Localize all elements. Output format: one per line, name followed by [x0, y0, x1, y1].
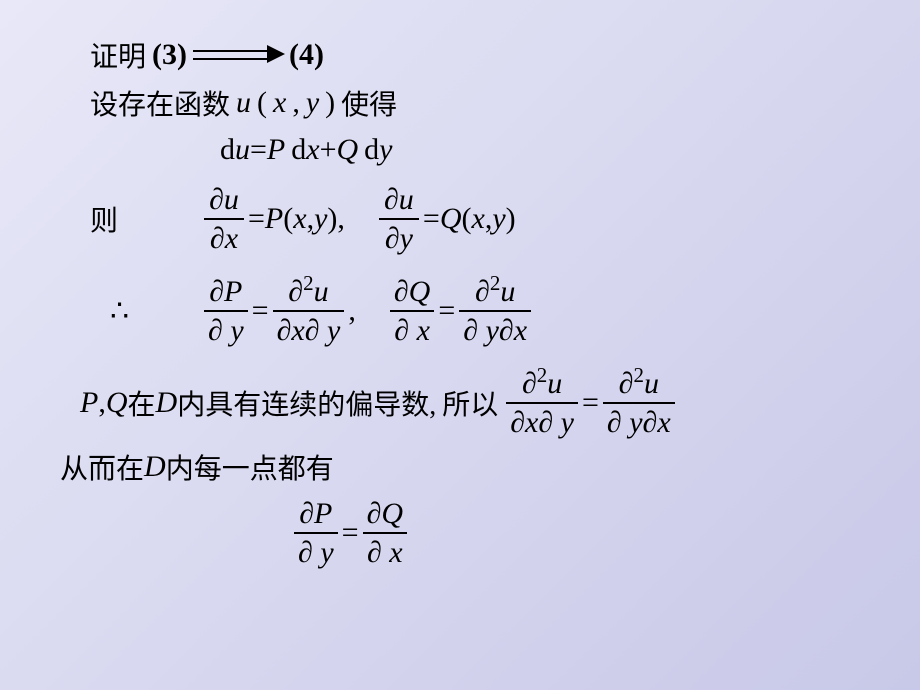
assumption-text-1: 设存在函数 — [90, 83, 230, 123]
Q-xy: Q — [440, 202, 462, 236]
therefore-line: ∴ ∂P ∂ y = ∂2u ∂x∂ y , ∂Q ∂ x — [90, 273, 920, 349]
equals-1: = — [250, 133, 267, 167]
equals-3b: = — [438, 294, 455, 328]
frac-dQ-dx-final: ∂Q ∂ x — [363, 495, 408, 571]
continuity-line: P , Q 在 D 内具有连续的偏导数, 所以 ∂2u ∂x∂ y = ∂2u … — [80, 365, 920, 441]
then-label: 则 — [90, 199, 200, 239]
num-d2u-3b: ∂2u — [471, 273, 519, 310]
math-close-paren: ) — [325, 86, 335, 120]
comma-3a: , — [348, 294, 356, 328]
partial-Q-x: ∂Q ∂ x = ∂2u ∂ y∂x — [386, 273, 535, 349]
mixed-partials-eq: ∂2u ∂x∂ y = ∂2u ∂ y∂x — [502, 365, 678, 441]
continuity-text: 内具有连续的偏导数, — [177, 383, 436, 423]
hence-line: 从而在 D 内每一点都有 — [60, 447, 920, 487]
x-2b: x — [472, 202, 485, 236]
comma-pq: , — [98, 386, 106, 420]
y-2a: y — [314, 202, 327, 236]
diff-x: x — [306, 133, 319, 167]
den-dx-5: ∂ x — [363, 534, 407, 571]
D-sym-1: D — [156, 386, 178, 420]
P-xy: P — [265, 202, 283, 236]
diff-y: y — [379, 133, 392, 167]
equals-2b: = — [423, 202, 440, 236]
plus-1: + — [320, 133, 337, 167]
proof-label: 证明 — [90, 35, 146, 75]
den-dx-3b: ∂ x — [390, 312, 434, 349]
num-dQ-5: ∂Q — [363, 495, 408, 532]
den-dy-3a: ∂ y — [204, 312, 248, 349]
num-dP-5: ∂P — [295, 495, 336, 532]
x-2a: x — [293, 202, 306, 236]
equals-3a: = — [252, 294, 269, 328]
frac-d2u-dxdy: ∂2u ∂x∂ y — [273, 273, 345, 349]
close-2b: ) — [506, 202, 516, 236]
den-dydx-4b: ∂ y∂x — [603, 404, 675, 441]
equals-5: = — [342, 516, 359, 550]
so-text: 所以 — [442, 383, 498, 423]
den-dxdy-4a: ∂x∂ y — [506, 404, 578, 441]
frac-dP-dy-final: ∂P ∂ y — [294, 495, 338, 571]
num-d2u-3a: ∂2u — [284, 273, 332, 310]
proof-heading: 证明 (3) (4) — [90, 35, 920, 75]
frac-d2u-dxdy-2: ∂2u ∂x∂ y — [506, 365, 578, 441]
open-2b: ( — [462, 202, 472, 236]
implies-arrow-icon — [193, 48, 283, 62]
hence-text-2: 内每一点都有 — [166, 447, 334, 487]
num-dP: ∂P — [205, 273, 246, 310]
D-sym-2: D — [144, 450, 166, 484]
hence-text-1: 从而在 — [60, 447, 144, 487]
Q-sym: Q — [106, 386, 128, 420]
num-du-1: ∂u — [205, 181, 243, 218]
therefore-label: ∴ — [90, 294, 200, 329]
P-sym: P — [80, 386, 98, 420]
equation-du: d u = P d x + Q d y — [90, 133, 920, 167]
in-text: 在 — [128, 383, 156, 423]
den-dxdy-3a: ∂x∂ y — [273, 312, 345, 349]
frac-d2u-dydx-2: ∂2u ∂ y∂x — [603, 365, 675, 441]
comma-2a: , — [307, 202, 315, 236]
math-x: x — [273, 86, 286, 120]
step-from: (3) — [152, 38, 187, 72]
diff-d-1: d — [220, 133, 235, 167]
math-Q: Q — [337, 133, 359, 167]
step-to: (4) — [289, 38, 324, 72]
y-2b: y — [492, 202, 505, 236]
math-comma: , — [292, 86, 300, 120]
math-y: y — [306, 86, 319, 120]
frac-du-dx: ∂u ∂x — [204, 181, 244, 257]
num-d2u-4b: ∂2u — [615, 365, 663, 402]
num-dQ: ∂Q — [390, 273, 435, 310]
open-2a: ( — [283, 202, 293, 236]
final-equation: ∂P ∂ y = ∂Q ∂ x — [90, 495, 920, 571]
assumption-line: 设存在函数 u ( x , y ) 使得 — [90, 83, 920, 123]
partial-u-x: ∂u ∂x = P ( x , y ), — [200, 181, 345, 257]
num-du-2: ∂u — [380, 181, 418, 218]
math-P: P — [267, 133, 285, 167]
close-2a: ), — [327, 202, 345, 236]
math-open-paren: ( — [257, 86, 267, 120]
frac-dQ-dx: ∂Q ∂ x — [390, 273, 435, 349]
den-dy-5: ∂ y — [294, 534, 338, 571]
den-dydx-3b: ∂ y∂x — [459, 312, 531, 349]
diff-d-2: d — [291, 133, 306, 167]
frac-du-dy: ∂u ∂y — [379, 181, 419, 257]
den-dy-2: ∂y — [381, 220, 417, 257]
frac-dP-dy: ∂P ∂ y — [204, 273, 248, 349]
den-dx-1: ∂x — [206, 220, 242, 257]
slide-content: 证明 (3) (4) 设存在函数 u ( x , y ) 使得 d u = P … — [0, 0, 920, 690]
diff-d-3: d — [364, 133, 379, 167]
num-d2u-4a: ∂2u — [518, 365, 566, 402]
diff-u: u — [235, 133, 250, 167]
frac-d2u-dydx: ∂2u ∂ y∂x — [459, 273, 531, 349]
partial-P-y: ∂P ∂ y = ∂2u ∂x∂ y , — [200, 273, 356, 349]
equals-4: = — [582, 386, 599, 420]
then-line: 则 ∂u ∂x = P ( x , y ), ∂u ∂y = Q ( — [90, 181, 920, 257]
assumption-text-2: 使得 — [341, 83, 397, 123]
partial-u-y: ∂u ∂y = Q ( x , y ) — [375, 181, 516, 257]
equals-2a: = — [248, 202, 265, 236]
math-u: u — [236, 86, 251, 120]
